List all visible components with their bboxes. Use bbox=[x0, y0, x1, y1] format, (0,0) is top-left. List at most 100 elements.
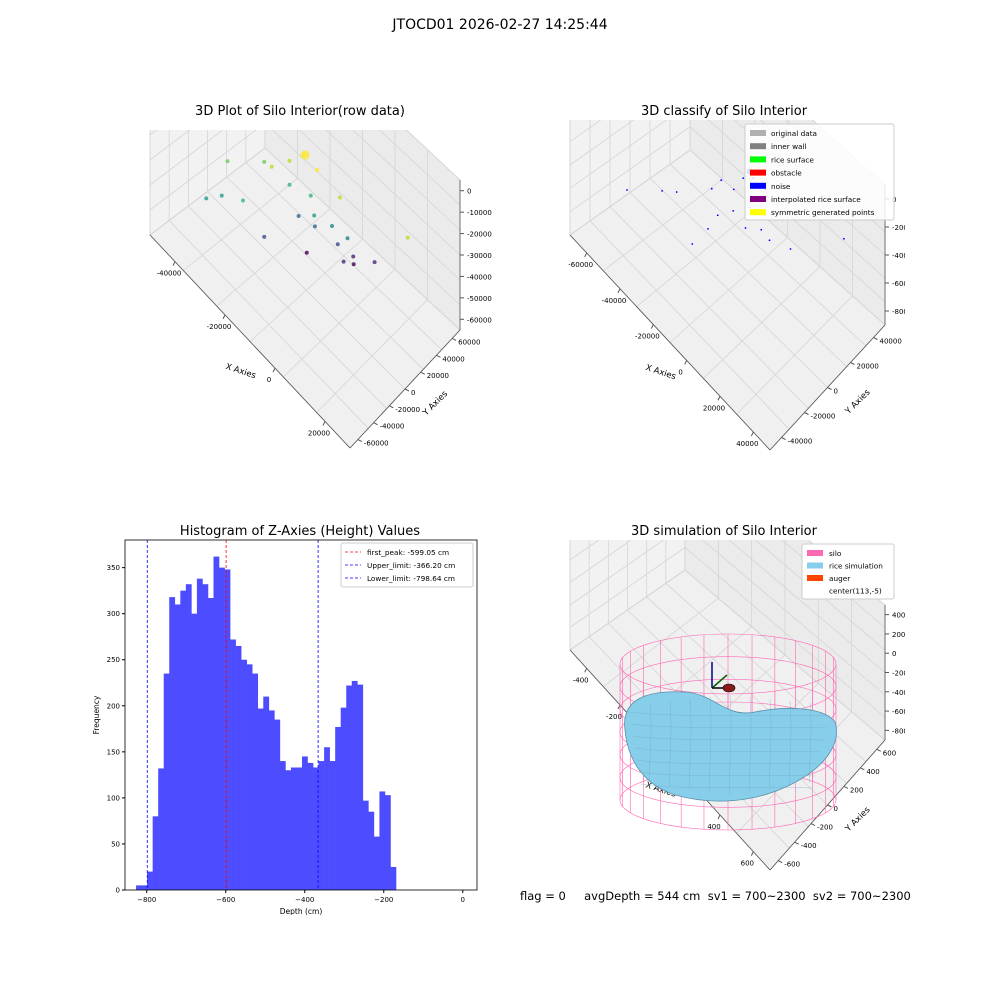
data-point bbox=[335, 242, 340, 247]
z-tick-label: -30000 bbox=[467, 252, 492, 260]
rice-mesh-lines bbox=[628, 694, 831, 796]
classify-3d-scatter: -60000 -40000 -20000 0 20000 40000 -40000 -2000… bbox=[568, 120, 905, 451]
histogram-bar bbox=[235, 645, 242, 890]
histogram-bar bbox=[357, 684, 364, 890]
x-tick-label: -60000 bbox=[568, 261, 593, 269]
auger-head bbox=[722, 683, 736, 693]
z-tick-label: 0 bbox=[467, 188, 471, 196]
y-tick-label: 40000 bbox=[880, 338, 902, 346]
noise-point bbox=[661, 190, 663, 192]
y-tick-label: 150 bbox=[107, 748, 120, 756]
y-tick bbox=[451, 337, 457, 341]
histogram-bar bbox=[384, 795, 391, 890]
legend-label: center(113,-5) bbox=[829, 587, 882, 596]
data-point bbox=[312, 224, 317, 229]
legend-swatch bbox=[807, 562, 823, 569]
x-tick bbox=[717, 814, 721, 820]
noise-point bbox=[675, 191, 678, 193]
y-tick bbox=[389, 405, 394, 409]
histogram-bar bbox=[279, 761, 286, 890]
x-tick bbox=[584, 668, 588, 673]
z-tick-label: -40000 bbox=[892, 252, 905, 260]
y-tick-label: -400 bbox=[801, 842, 817, 850]
data-point bbox=[312, 213, 317, 218]
y-tick bbox=[876, 748, 882, 752]
histogram-bar bbox=[163, 673, 170, 890]
x-tick-label: -40000 bbox=[157, 270, 182, 278]
noise-point bbox=[732, 210, 735, 212]
y-tick-label: 0 bbox=[116, 887, 120, 895]
legend-frame bbox=[744, 123, 895, 221]
histogram-bar bbox=[152, 816, 159, 890]
y-tick-label: 40000 bbox=[442, 355, 464, 363]
legend-swatch bbox=[807, 550, 823, 556]
data-point bbox=[372, 260, 377, 265]
data-point bbox=[241, 198, 245, 203]
histogram-bar bbox=[147, 871, 153, 890]
y-tick-label: 250 bbox=[107, 656, 120, 664]
noise-point bbox=[710, 187, 713, 190]
data-point bbox=[262, 234, 267, 239]
z-tick-label: -60000 bbox=[892, 280, 905, 288]
histogram-bar bbox=[301, 756, 308, 890]
y-tick-label: 20000 bbox=[427, 372, 449, 380]
histogram-bar bbox=[351, 680, 358, 890]
y-tick-label: 300 bbox=[107, 610, 120, 618]
histogram-bar bbox=[257, 708, 264, 890]
z-tick-label: -40000 bbox=[467, 273, 492, 281]
x-tick-label: 400 bbox=[707, 823, 720, 831]
y-tick bbox=[436, 354, 441, 358]
y-tick bbox=[781, 437, 786, 440]
z-tick-label: -20000 bbox=[467, 231, 492, 239]
histogram-bar bbox=[252, 673, 259, 890]
x-tick-label: -200 bbox=[606, 713, 622, 721]
histogram-bar bbox=[158, 768, 165, 890]
legend-frame bbox=[801, 543, 895, 600]
x-tick-label: -20000 bbox=[207, 323, 232, 331]
y-tick-label: -200 bbox=[817, 824, 833, 832]
x-tick-label: −200 bbox=[374, 896, 393, 904]
histogram-bar bbox=[263, 696, 270, 890]
data-point bbox=[262, 159, 267, 164]
noise-point bbox=[768, 239, 771, 242]
y-tick bbox=[810, 823, 816, 827]
noise-point bbox=[626, 189, 628, 191]
data-point bbox=[315, 167, 320, 172]
x-tick-label: 20000 bbox=[703, 404, 725, 412]
histogram-bar bbox=[246, 664, 253, 890]
simulation-legend: silo rice simulation auger center(113,-5) bbox=[801, 543, 895, 600]
z-tick-label: -60000 bbox=[467, 316, 492, 324]
x-tick bbox=[272, 367, 276, 373]
x-axis-label: X Axies bbox=[224, 362, 257, 381]
x-tick-label: -40000 bbox=[602, 297, 627, 305]
z-tick-label: 200 bbox=[892, 631, 905, 639]
z-tick-label: -80000 bbox=[892, 308, 905, 316]
data-point bbox=[345, 236, 350, 241]
z-tick-label: -600 bbox=[892, 708, 905, 716]
x-tick bbox=[222, 314, 226, 320]
legend-label: first_peak: -599.05 cm bbox=[367, 548, 449, 557]
data-point bbox=[308, 193, 313, 198]
y-tick bbox=[794, 841, 799, 845]
y-axis-label: Y Axies bbox=[843, 805, 873, 835]
legend-swatch bbox=[750, 209, 766, 216]
data-point bbox=[351, 254, 356, 259]
x-tick bbox=[617, 288, 621, 293]
noise-point bbox=[742, 177, 745, 179]
data-point bbox=[330, 224, 334, 229]
y-axis-label: Y Axies bbox=[420, 389, 450, 419]
z-tick-label: 400 bbox=[892, 612, 905, 620]
auger-axis-y bbox=[711, 674, 728, 689]
histogram-bar bbox=[202, 584, 209, 890]
histogram-bar bbox=[196, 578, 203, 890]
x-tick-label: 0 bbox=[461, 896, 465, 904]
x-tick-label: 600 bbox=[741, 860, 754, 868]
x-tick-label: −600 bbox=[216, 896, 235, 904]
data-point bbox=[341, 259, 346, 264]
data-point bbox=[219, 193, 224, 198]
x-tick bbox=[750, 851, 754, 856]
y-tick-label: 0 bbox=[834, 805, 838, 813]
x-tick bbox=[322, 421, 326, 426]
y-tick bbox=[827, 387, 832, 390]
histogram-chart-title: Histogram of Z-Axies (Height) Values bbox=[179, 524, 421, 539]
